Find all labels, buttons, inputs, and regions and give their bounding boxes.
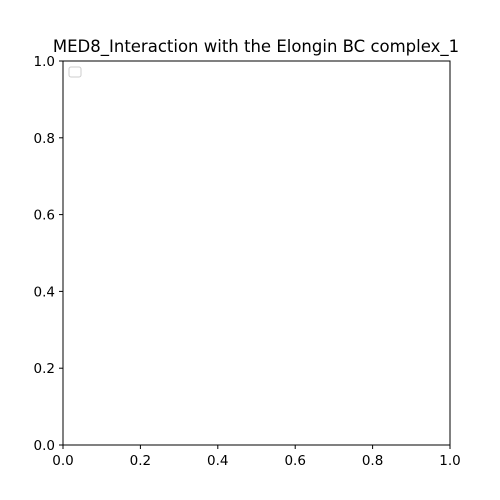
- legend-box: [68, 66, 82, 78]
- y-tick-label: 0.8: [34, 131, 55, 147]
- x-tick-label: 0.2: [130, 453, 151, 469]
- x-tick-label: 0.6: [284, 453, 305, 469]
- x-tick-label: 0.4: [207, 453, 228, 469]
- x-axis: 0.0 0.2 0.4 0.6 0.8 1.0: [52, 445, 461, 469]
- plot-area: [62, 60, 451, 446]
- chart-title: MED8_Interaction with the Elongin BC com…: [53, 37, 459, 57]
- y-tick-label: 0.4: [34, 284, 55, 300]
- x-tick-label: 1.0: [439, 453, 460, 469]
- y-axis: 0.0 0.2 0.4 0.6 0.8 1.0: [34, 54, 63, 454]
- y-tick-label: 0.6: [34, 208, 55, 224]
- y-tick-label: 0.2: [34, 361, 55, 377]
- x-tick-label: 0.0: [52, 453, 73, 469]
- y-tick-label: 1.0: [34, 54, 55, 70]
- x-tick-label: 0.8: [362, 453, 383, 469]
- y-tick-label: 0.0: [34, 438, 55, 454]
